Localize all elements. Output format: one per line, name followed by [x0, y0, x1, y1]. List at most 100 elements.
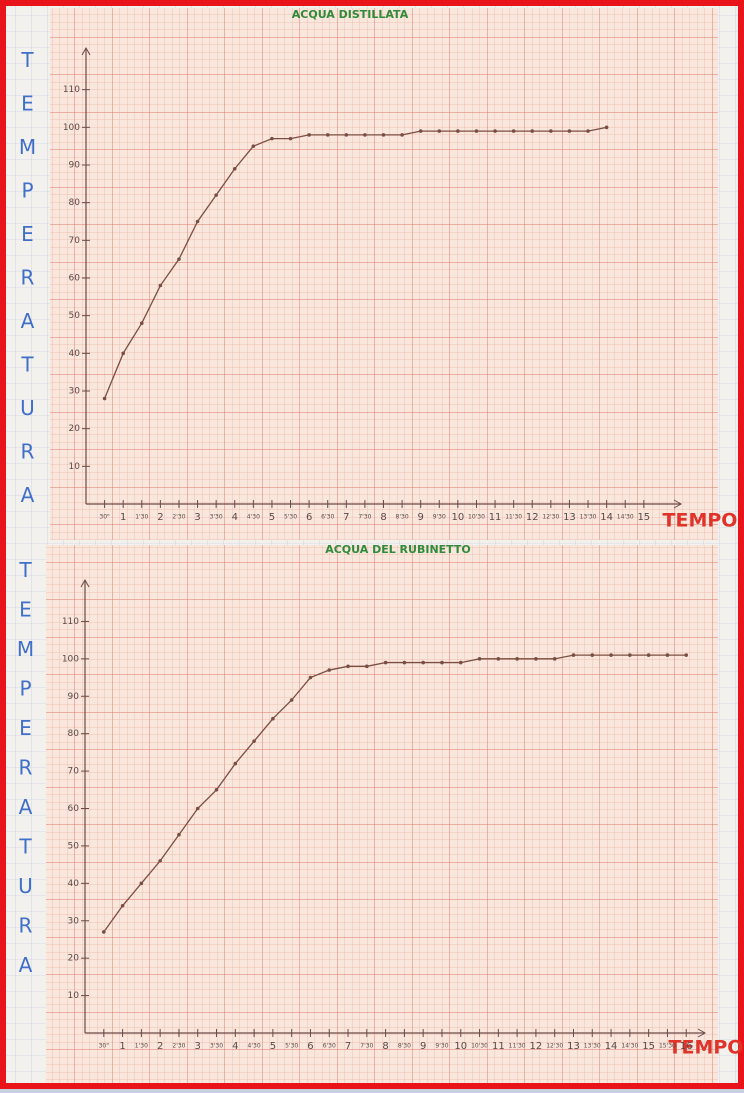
- x-tick-label: 1'30: [135, 514, 148, 521]
- data-point: [196, 220, 200, 224]
- y-tick-label: 100: [63, 123, 80, 133]
- y-tick-label: 80: [69, 198, 81, 208]
- data-point: [270, 137, 274, 141]
- y-tick-label: 50: [69, 311, 81, 321]
- data-point: [515, 657, 519, 661]
- x-tick-label: 1'30: [135, 1043, 148, 1050]
- data-point: [234, 762, 238, 766]
- data-point: [196, 807, 200, 811]
- x-tick-label: 10: [452, 512, 465, 523]
- x-tick-label: 11'30: [505, 514, 522, 521]
- data-point: [628, 653, 632, 657]
- data-point: [475, 129, 479, 133]
- x-tick-label: 10'30: [471, 1043, 488, 1050]
- x-tick-label: 30": [99, 1043, 110, 1050]
- data-point: [437, 129, 441, 133]
- x-tick-label: 8'30: [398, 1043, 411, 1050]
- x-tick-label: 13'30: [584, 1043, 601, 1050]
- data-point: [214, 193, 218, 197]
- data-point: [326, 133, 330, 137]
- data-point: [553, 657, 557, 661]
- y-tick-label: 80: [68, 729, 80, 739]
- x-tick-label: 8'30: [396, 514, 409, 521]
- data-point: [121, 352, 125, 356]
- x-tick-label: 11: [492, 1041, 505, 1052]
- data-point: [590, 653, 594, 657]
- data-point: [271, 717, 275, 721]
- data-point: [252, 144, 256, 148]
- x-tick-label: 6'30: [321, 514, 334, 521]
- data-point: [403, 661, 407, 665]
- data-point: [478, 657, 482, 661]
- data-point: [103, 397, 107, 401]
- y-tick-label: 60: [68, 804, 80, 814]
- x-tick-label: 12'30: [542, 514, 559, 521]
- x-tick-label: 15: [637, 512, 650, 523]
- y-tick-label: 90: [69, 161, 81, 171]
- y-axis-label: TEMPERATURA: [16, 48, 40, 527]
- x-tick-label: 12'30: [546, 1043, 563, 1050]
- y-tick-label: 20: [69, 424, 81, 434]
- x-tick-label: 13: [563, 512, 576, 523]
- x-tick-label: 14: [600, 512, 613, 523]
- x-tick-label: 12: [526, 512, 539, 523]
- y-tick-label: 90: [68, 692, 80, 702]
- data-point: [140, 882, 144, 886]
- x-tick-label: 8: [382, 1041, 388, 1052]
- data-point: [159, 284, 163, 288]
- data-point: [572, 653, 576, 657]
- x-tick-label: 7'30: [360, 1043, 373, 1050]
- x-tick-label: 11: [489, 512, 502, 523]
- x-tick-label: 13'30: [580, 514, 597, 521]
- y-tick-label: 10: [68, 991, 80, 1001]
- y-tick-label: 70: [68, 767, 80, 777]
- data-point: [363, 133, 367, 137]
- x-tick-label: 2'30: [172, 1043, 185, 1050]
- x-tick-label: 3: [195, 1041, 201, 1052]
- x-tick-label: 9: [420, 1041, 426, 1052]
- x-tick-label: 8: [380, 512, 386, 523]
- data-point: [586, 129, 590, 133]
- chart-title: ACQUA DISTILLATA: [292, 8, 409, 21]
- x-tick-label: 3'30: [210, 514, 223, 521]
- x-tick-label: 3: [194, 512, 200, 523]
- x-tick-label: 1: [119, 1041, 125, 1052]
- x-tick-label: 14: [605, 1041, 618, 1052]
- x-tick-label: 4'30: [248, 1043, 261, 1050]
- x-tick-label: 9: [418, 512, 424, 523]
- y-tick-label: 40: [68, 879, 80, 889]
- x-tick-label: 2: [157, 512, 163, 523]
- paper-grid: [46, 545, 718, 1085]
- data-point: [530, 129, 534, 133]
- data-point: [290, 698, 294, 702]
- x-tick-label: 7'30: [358, 514, 371, 521]
- x-tick-label: 13: [567, 1041, 580, 1052]
- x-tick-label: 2'30: [172, 514, 185, 521]
- x-tick-label: 6'30: [323, 1043, 336, 1050]
- x-tick-label: 2: [157, 1041, 163, 1052]
- x-tick-label: 9'30: [435, 1043, 448, 1050]
- data-point: [493, 129, 497, 133]
- x-tick-label: 5: [270, 1041, 276, 1052]
- data-point: [345, 133, 349, 137]
- data-point: [307, 133, 311, 137]
- data-point: [512, 129, 516, 133]
- data-point: [233, 167, 237, 171]
- y-tick-label: 100: [62, 654, 79, 664]
- data-point: [459, 661, 463, 665]
- data-point: [400, 133, 404, 137]
- x-tick-label: 6: [306, 512, 312, 523]
- y-tick-label: 70: [69, 236, 81, 246]
- x-tick-label: 15'30: [659, 1043, 676, 1050]
- x-tick-label: 30": [99, 514, 110, 521]
- data-point: [684, 653, 688, 657]
- y-tick-label: 30: [69, 387, 81, 397]
- data-point: [666, 653, 670, 657]
- data-point: [647, 653, 651, 657]
- data-point: [609, 653, 613, 657]
- x-axis-label: TEMPO: [663, 510, 738, 532]
- data-point: [309, 676, 313, 680]
- x-tick-label: 5: [269, 512, 275, 523]
- data-point: [534, 657, 538, 661]
- data-point: [365, 665, 369, 669]
